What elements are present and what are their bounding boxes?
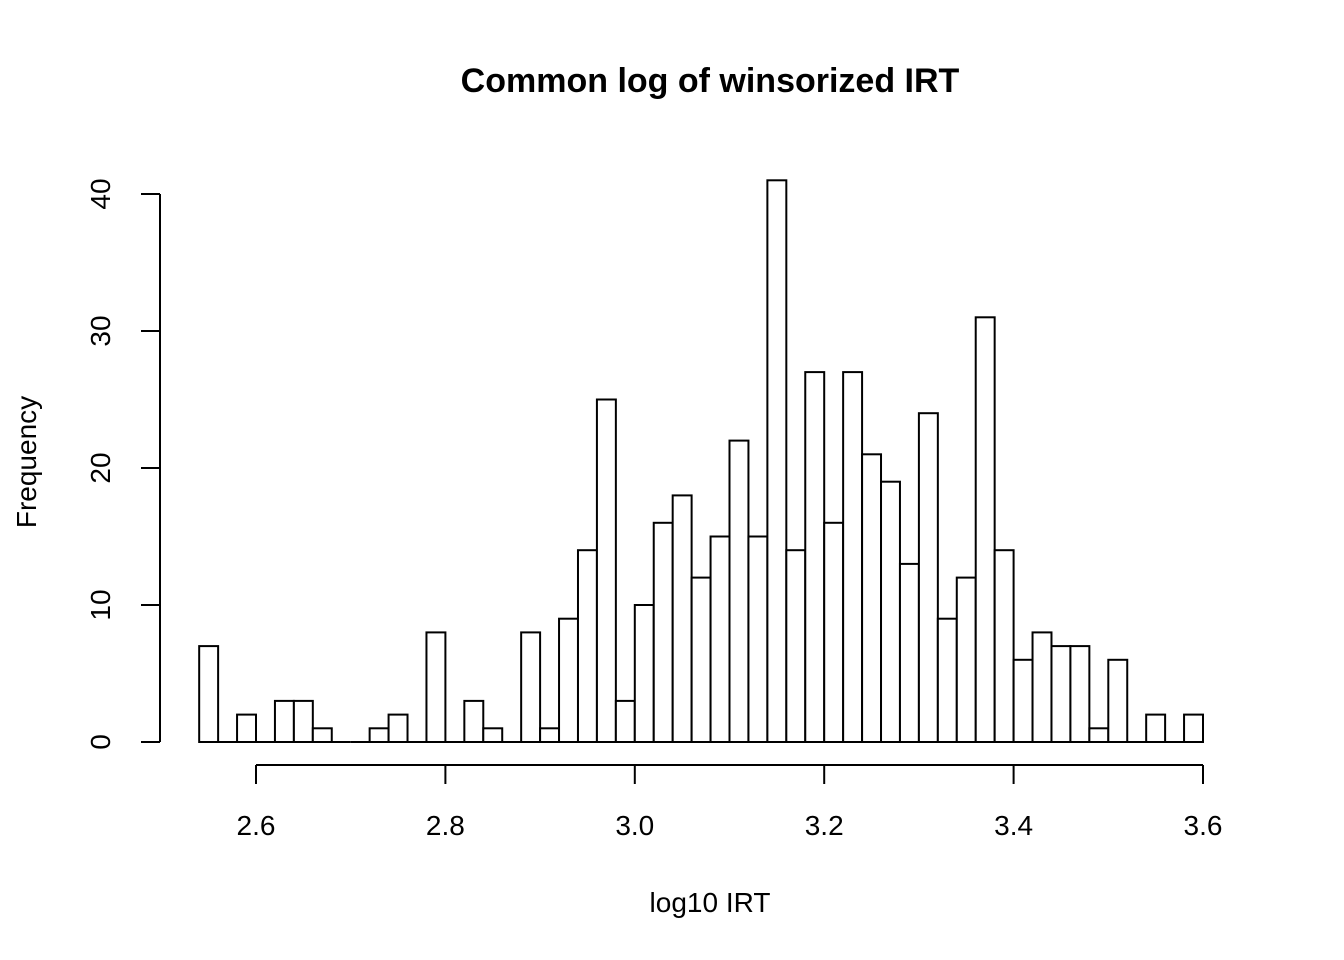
histogram-bar	[955, 576, 977, 743]
histogram-bar	[463, 699, 485, 744]
x-axis-label: log10 IRT	[650, 887, 771, 918]
histogram-bar	[520, 631, 542, 744]
histogram-bar	[482, 727, 504, 743]
histogram-bar	[861, 453, 883, 743]
histogram-bar	[311, 727, 333, 743]
histogram-bar	[1012, 658, 1034, 743]
histogram-bar	[595, 398, 617, 743]
histogram-bar	[558, 617, 579, 744]
y-axis-label: Frequency	[11, 396, 42, 528]
y-tick-label: 20	[85, 452, 116, 483]
histogram-bar	[425, 631, 447, 744]
histogram-bar	[652, 521, 674, 743]
histogram-bar	[671, 494, 693, 743]
histogram-bar	[690, 576, 712, 743]
histogram-bar	[842, 371, 864, 743]
chart-title: Common log of winsorized IRT	[461, 62, 960, 100]
histogram-bar	[936, 617, 958, 744]
histogram-bar	[1107, 658, 1129, 743]
histogram-bar	[539, 727, 561, 743]
histogram-bar	[292, 699, 314, 744]
histogram-bar	[1050, 645, 1072, 743]
x-tick-label: 2.6	[237, 810, 276, 841]
histogram-bar	[974, 316, 996, 743]
histogram-bar	[1183, 713, 1205, 743]
histogram-bar	[993, 549, 1015, 744]
histogram-bar	[198, 645, 220, 743]
histogram-bar	[898, 562, 920, 744]
histogram-bar	[273, 699, 295, 744]
y-tick-label: 40	[85, 178, 116, 209]
histogram-bar	[709, 535, 731, 743]
histogram-bar	[766, 179, 788, 744]
histogram-bar	[823, 521, 845, 743]
histogram-bar	[1031, 631, 1053, 744]
y-tick-label: 30	[85, 315, 116, 346]
x-tick-label: 3.4	[994, 810, 1033, 841]
histogram-bar	[880, 480, 901, 743]
x-tick-label: 3.0	[615, 810, 654, 841]
y-axis: 0 10 20 30 40	[85, 178, 161, 750]
x-tick-label: 3.6	[1184, 810, 1223, 841]
histogram-bar	[804, 371, 826, 743]
y-tick-label: 0	[85, 734, 116, 750]
histogram-bar	[368, 727, 390, 743]
histogram-bar	[1145, 713, 1167, 743]
histogram-bars	[198, 179, 1205, 744]
histogram-bar	[387, 713, 409, 743]
histogram-bar	[747, 535, 769, 743]
histogram-bar	[236, 713, 257, 743]
histogram-bar	[728, 439, 750, 743]
histogram-bar	[1069, 645, 1091, 743]
y-tick-label: 10	[85, 589, 116, 620]
x-tick-label: 3.2	[805, 810, 844, 841]
histogram-bar	[576, 549, 598, 744]
histogram-bar	[917, 412, 939, 743]
x-axis: 2.6 2.8 3.0 3.2 3.4 3.6	[237, 764, 1223, 841]
histogram-bar	[633, 604, 655, 743]
histogram-bar	[1088, 727, 1110, 743]
histogram-bar	[614, 699, 636, 744]
x-tick-label: 2.8	[426, 810, 465, 841]
histogram-bar	[785, 549, 807, 744]
